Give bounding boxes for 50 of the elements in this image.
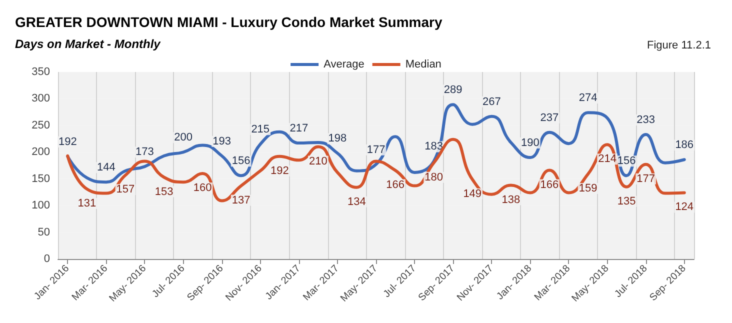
- data-label: 289: [444, 84, 462, 96]
- data-label: 237: [540, 112, 559, 124]
- data-label: 215: [251, 124, 270, 136]
- data-label: 159: [578, 182, 598, 195]
- data-label: 137: [232, 194, 250, 206]
- data-label: 217: [290, 122, 308, 135]
- data-label: 214: [598, 153, 616, 166]
- data-label: 131: [78, 198, 96, 210]
- caption: Figure 11.2.1: [647, 40, 712, 52]
- chart-title: GREATER DOWNTOWN MIAMI - Luxury Condo Market Summary: [15, 14, 442, 30]
- data-label: 267: [482, 96, 501, 108]
- data-label: 144: [97, 162, 116, 174]
- legend-label: Median: [405, 58, 442, 70]
- data-label: 186: [675, 139, 694, 152]
- data-label: 180: [424, 171, 443, 184]
- data-label: 138: [502, 194, 520, 206]
- data-label: 200: [174, 132, 192, 144]
- y-tick-label: 50: [38, 226, 50, 238]
- data-label: 156: [232, 155, 250, 168]
- data-label: 124: [675, 201, 694, 214]
- data-label: 210: [309, 155, 328, 168]
- data-label: 166: [386, 178, 404, 191]
- data-label: 153: [154, 186, 174, 198]
- y-tick-label: 300: [32, 92, 50, 105]
- legend-label: Average: [324, 58, 364, 70]
- data-label: 198: [328, 132, 347, 145]
- chart-subtitle: Days on Market - Monthly: [15, 37, 162, 51]
- data-label: 177: [636, 172, 655, 185]
- y-tick-label: 350: [32, 66, 50, 78]
- data-label: 135: [617, 195, 636, 208]
- data-label: 192: [270, 164, 289, 177]
- y-tick-label: 0: [44, 253, 50, 265]
- data-label: 156: [617, 155, 636, 168]
- data-label: 149: [463, 188, 482, 200]
- data-label: 134: [348, 196, 366, 208]
- data-label: 157: [116, 184, 135, 196]
- data-label: 160: [193, 182, 212, 194]
- data-label: 193: [212, 135, 231, 148]
- data-label: 183: [424, 140, 443, 153]
- data-label: 192: [58, 136, 77, 148]
- data-label: 233: [636, 114, 655, 126]
- y-tick-label: 250: [32, 119, 50, 132]
- data-label: 177: [366, 144, 386, 156]
- data-label: 166: [540, 178, 559, 191]
- data-label: 173: [136, 146, 154, 158]
- y-tick-label: 100: [32, 200, 50, 212]
- data-label: 190: [521, 136, 540, 149]
- y-tick-label: 200: [32, 146, 50, 158]
- data-label: 274: [578, 92, 598, 104]
- y-tick-label: 150: [32, 172, 50, 185]
